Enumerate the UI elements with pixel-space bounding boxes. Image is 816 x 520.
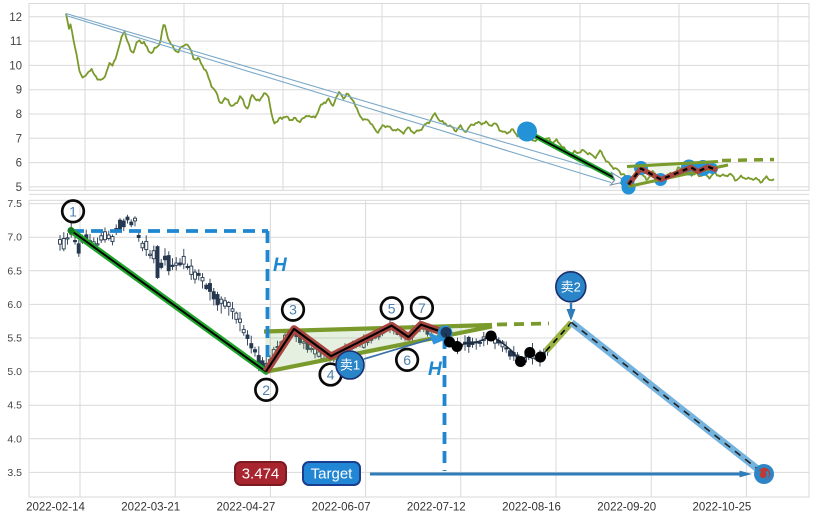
svg-text:5: 5 <box>16 182 22 194</box>
svg-text:5: 5 <box>388 300 396 316</box>
svg-text:8: 8 <box>16 109 22 121</box>
svg-text:11: 11 <box>10 36 22 48</box>
svg-text:9: 9 <box>16 85 22 97</box>
svg-text:2022-06-07: 2022-06-07 <box>312 502 371 514</box>
svg-text:4: 4 <box>327 367 335 383</box>
svg-text:12: 12 <box>9 12 22 24</box>
svg-text:6: 6 <box>403 352 411 368</box>
svg-text:2022-08-16: 2022-08-16 <box>502 502 561 514</box>
svg-text:5.0: 5.0 <box>7 366 22 378</box>
svg-text:2022-07-12: 2022-07-12 <box>407 502 466 514</box>
svg-text:7.0: 7.0 <box>7 232 22 244</box>
svg-text:10: 10 <box>9 60 22 72</box>
svg-text:H: H <box>428 359 443 380</box>
svg-text:3: 3 <box>289 302 297 318</box>
svg-text:6: 6 <box>16 158 22 170</box>
svg-text:7.5: 7.5 <box>7 198 22 210</box>
svg-text:4.5: 4.5 <box>7 400 22 412</box>
svg-text:6.0: 6.0 <box>7 299 22 311</box>
svg-text:5.5: 5.5 <box>7 333 22 345</box>
svg-text:4.0: 4.0 <box>7 433 22 445</box>
svg-text:3.5: 3.5 <box>7 467 22 479</box>
svg-text:7: 7 <box>16 133 22 145</box>
svg-text:Target: Target <box>311 466 354 483</box>
svg-text:卖1: 卖1 <box>340 358 360 373</box>
svg-text:2: 2 <box>262 382 270 398</box>
svg-text:2022-10-25: 2022-10-25 <box>692 502 751 514</box>
svg-text:1: 1 <box>69 203 77 219</box>
svg-text:卖2: 卖2 <box>561 279 581 294</box>
svg-text:2022-02-14: 2022-02-14 <box>26 502 85 514</box>
svg-text:H: H <box>273 255 288 276</box>
svg-text:2022-04-27: 2022-04-27 <box>216 502 275 514</box>
svg-text:3.474: 3.474 <box>242 466 280 483</box>
svg-text:6.5: 6.5 <box>7 265 22 277</box>
svg-text:2022-09-20: 2022-09-20 <box>597 502 656 514</box>
svg-text:2022-03-21: 2022-03-21 <box>121 502 180 514</box>
svg-text:7: 7 <box>418 300 426 316</box>
